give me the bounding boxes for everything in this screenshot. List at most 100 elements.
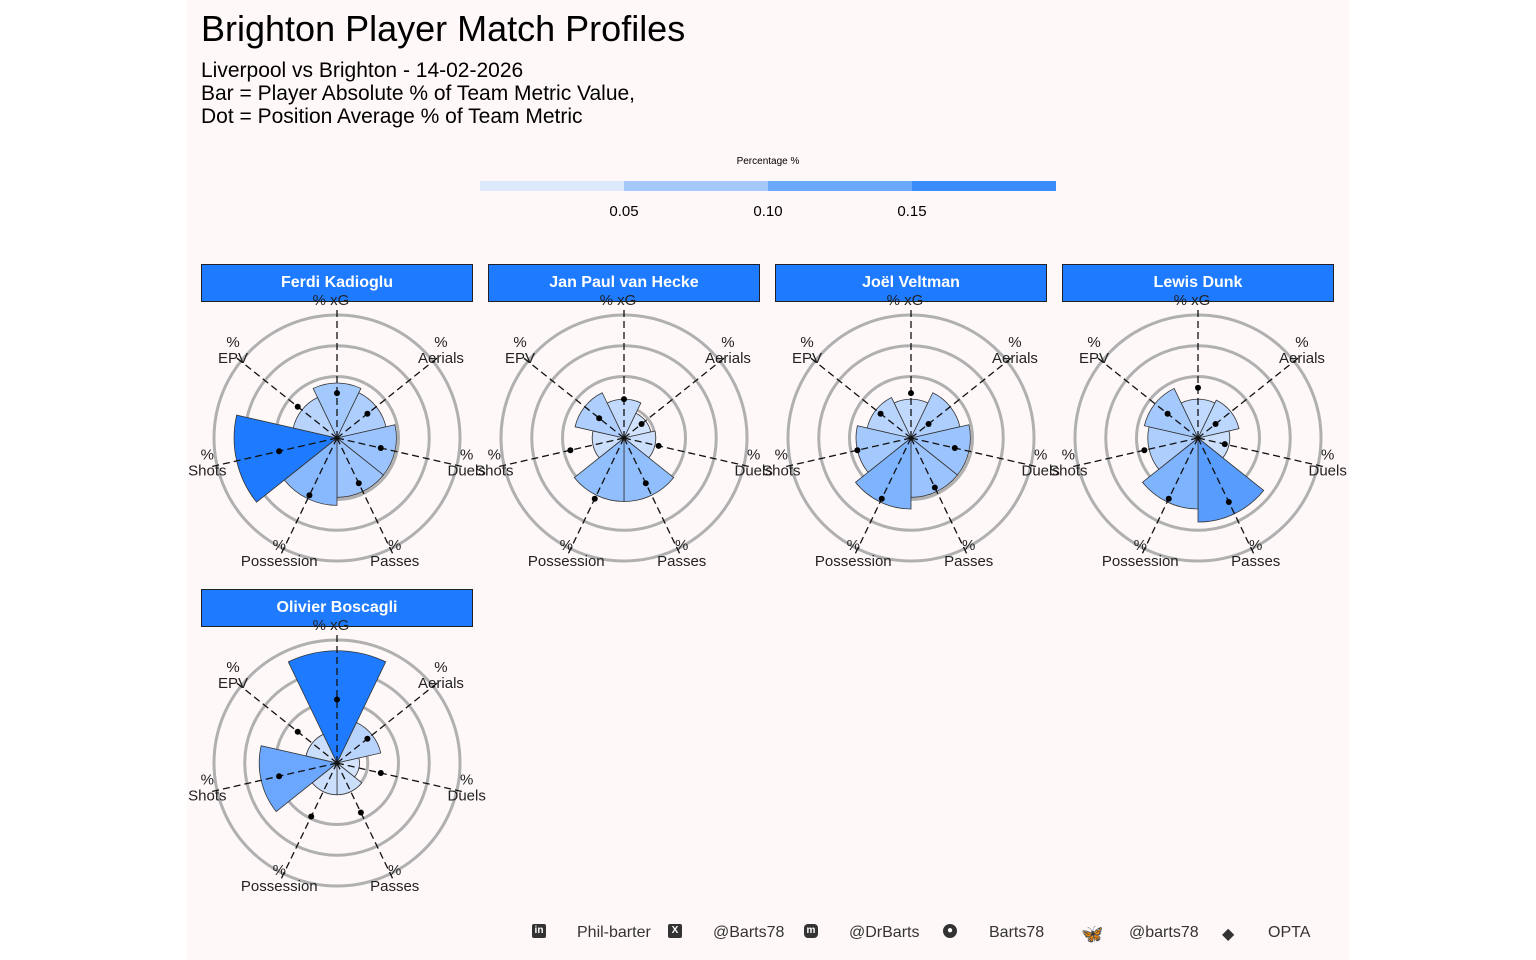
- position-average-dot: [638, 420, 645, 427]
- position-average-dot: [276, 448, 283, 455]
- axis-label: % Possession: [241, 537, 318, 570]
- position-average-dot: [1164, 410, 1171, 417]
- x-icon[interactable]: X: [668, 924, 682, 938]
- axis-spoke-overlay: [301, 409, 338, 439]
- github-icon[interactable]: ●: [943, 924, 957, 938]
- axis-spoke-overlay: [1154, 403, 1199, 439]
- axis-spoke-overlay: [592, 437, 625, 446]
- axis-label: % xG: [1174, 292, 1211, 309]
- axis-spoke-overlay: [857, 437, 912, 451]
- axis-spoke-overlay: [910, 437, 970, 452]
- mastodon-handle[interactable]: @DrBarts: [849, 924, 920, 941]
- polar-chart: % xG % Aerials % Duels % Passes % Possession % Sho…: [188, 292, 486, 570]
- polar-bar: [1197, 437, 1265, 523]
- axis-label: % Passes: [1231, 537, 1280, 570]
- position-average-dot: [621, 396, 627, 403]
- axis-spoke-overlay: [336, 406, 377, 439]
- axis-spoke-overlay: [623, 437, 656, 446]
- linkedin-icon[interactable]: in: [532, 924, 546, 938]
- position-average-dot: [377, 769, 384, 776]
- chart-title: Brighton Player Match Profiles: [201, 8, 686, 49]
- axis-label: % Duels: [1021, 447, 1059, 480]
- position-average-dot: [642, 480, 649, 487]
- position-average-dot: [1195, 384, 1201, 391]
- axis-spoke-overlay: [584, 406, 625, 439]
- position-average-dot: [931, 484, 938, 491]
- position-average-dot: [294, 403, 301, 410]
- position-average-dot: [334, 696, 340, 703]
- position-average-dot: [306, 492, 313, 499]
- legend-title: Percentage %: [736, 156, 800, 167]
- legend-swatch-1: [480, 181, 624, 191]
- axis-spoke-overlay: [307, 437, 338, 499]
- bluesky-handle[interactable]: @barts78: [1129, 924, 1199, 941]
- position-average-dot: [908, 390, 914, 397]
- facet-strip-label: Olivier Boscagli: [201, 589, 473, 627]
- axis-label: % Aerials: [418, 334, 464, 367]
- github-handle[interactable]: Barts78: [989, 924, 1045, 941]
- position-average-dot: [1221, 441, 1228, 448]
- axis-spoke-overlay: [336, 437, 396, 452]
- position-average-dot: [1165, 495, 1172, 502]
- axis-label: % Possession: [241, 862, 318, 895]
- legend-swatch-4: [912, 181, 1056, 191]
- position-average-dot: [357, 809, 364, 816]
- axis-label: % Possession: [815, 537, 892, 570]
- axis-spoke-overlay: [236, 437, 338, 462]
- axis-label: % Duels: [447, 447, 485, 480]
- x-handle[interactable]: @Barts78: [713, 924, 785, 941]
- position-average-dot: [334, 390, 340, 397]
- polar-bar: [1141, 437, 1199, 510]
- axis-label: % Shots: [188, 447, 226, 480]
- axis-label: % Shots: [1049, 447, 1087, 480]
- position-average-dot: [925, 420, 932, 427]
- axis-label: % Aerials: [418, 659, 464, 692]
- position-average-dot: [655, 442, 662, 449]
- position-average-dot: [591, 495, 598, 502]
- axis-label: % xG: [313, 617, 350, 634]
- position-average-dot: [294, 728, 301, 735]
- axis-spoke-overlay: [336, 762, 360, 769]
- axis-label: % Duels: [734, 447, 772, 480]
- position-average-dot: [1212, 420, 1219, 427]
- axis-label: % EPV: [1079, 334, 1109, 367]
- axis-label: % Passes: [657, 537, 706, 570]
- axis-spoke-overlay: [261, 762, 338, 781]
- polar-bar: [573, 437, 625, 502]
- facet-strip-label: Ferdi Kadioglu: [201, 264, 473, 302]
- position-average-dot: [276, 773, 283, 780]
- axis-label: % Shots: [475, 447, 513, 480]
- legend-tick-label: 0.10: [753, 203, 783, 220]
- dropbox-icon[interactable]: ◆: [1222, 926, 1235, 943]
- subtitle-line-1: Liverpool vs Brighton - 14-02-2026: [201, 59, 524, 82]
- position-average-dot: [596, 415, 603, 422]
- axis-spoke-overlay: [879, 437, 912, 503]
- axis-label: % xG: [600, 292, 637, 309]
- footer-credits: in Phil-barter X @Barts78 m @DrBarts ● B…: [520, 924, 1340, 948]
- polar-bar: [305, 733, 338, 764]
- axis-label: % Passes: [370, 537, 419, 570]
- axis-spoke-overlay: [910, 437, 938, 492]
- polar-bar: [258, 745, 338, 813]
- legend-swatch-2: [624, 181, 768, 191]
- polar-chart: % xG % Aerials % Duels % Passes % Possession % Sho…: [1049, 292, 1347, 570]
- axis-label: % Passes: [944, 537, 993, 570]
- facet-strip-label: Jan Paul van Hecke: [488, 264, 760, 302]
- legend-colorbar: [480, 181, 1056, 191]
- mastodon-icon[interactable]: m: [804, 924, 818, 938]
- axis-label: % EPV: [218, 659, 248, 692]
- axis-label: % Aerials: [1279, 334, 1325, 367]
- position-average-dot: [854, 447, 861, 454]
- polar-bar: [623, 437, 675, 502]
- position-average-dot: [878, 495, 885, 502]
- subtitle-line-3: Dot = Position Average % of Team Metric: [201, 105, 583, 128]
- bluesky-icon[interactable]: 🦋: [1081, 924, 1104, 944]
- position-average-dot: [1225, 498, 1232, 505]
- linkedin-handle[interactable]: Phil-barter: [577, 924, 651, 941]
- legend-swatch-3: [768, 181, 912, 191]
- position-average-dot: [364, 410, 371, 417]
- facet-strip-label: Joël Veltman: [775, 264, 1047, 302]
- axis-spoke-overlay: [336, 762, 352, 792]
- axis-spoke-overlay: [322, 762, 338, 792]
- position-average-dot: [951, 444, 958, 451]
